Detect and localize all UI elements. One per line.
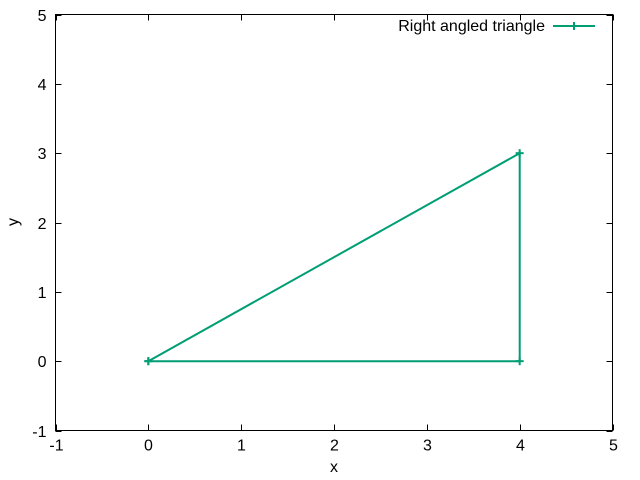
x-axis-label: x bbox=[330, 459, 338, 476]
y-tick-label: 1 bbox=[38, 285, 47, 302]
data-point-marker bbox=[515, 149, 524, 158]
y-tick-label: 3 bbox=[38, 146, 47, 163]
x-tick-labels: -1 0 1 2 3 4 5 bbox=[49, 438, 618, 455]
y-tick-label: 5 bbox=[38, 8, 47, 25]
x-tick-label: 4 bbox=[516, 438, 525, 455]
legend-label: Right angled triangle bbox=[398, 18, 545, 35]
x-tick-label: -1 bbox=[49, 438, 63, 455]
plot-frame bbox=[55, 14, 613, 431]
tick-marks bbox=[55, 14, 614, 432]
y-tick-label: -1 bbox=[32, 424, 46, 441]
x-tick-label: 0 bbox=[144, 438, 153, 455]
y-tick-labels: -1 0 1 2 3 4 5 bbox=[32, 8, 46, 441]
series-layer bbox=[144, 149, 524, 366]
data-point-marker bbox=[144, 357, 153, 366]
y-tick-label: 2 bbox=[38, 216, 47, 233]
legend-marker bbox=[570, 22, 578, 30]
x-tick-label: 1 bbox=[237, 438, 246, 455]
x-tick-label: 5 bbox=[609, 438, 618, 455]
x-tick-label: 2 bbox=[330, 438, 339, 455]
series-line bbox=[147, 151, 521, 363]
data-point-marker bbox=[515, 357, 524, 366]
legend: Right angled triangle bbox=[398, 18, 595, 35]
y-tick-label: 0 bbox=[38, 354, 47, 371]
x-tick-label: 3 bbox=[423, 438, 432, 455]
y-axis-label: y bbox=[5, 218, 22, 226]
y-tick-label: 4 bbox=[38, 77, 47, 94]
